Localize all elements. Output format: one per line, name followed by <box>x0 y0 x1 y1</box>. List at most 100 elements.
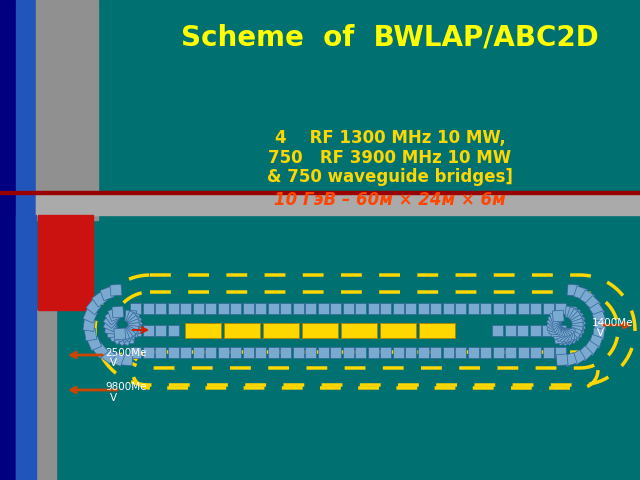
Bar <box>530 347 541 358</box>
Bar <box>16 215 36 480</box>
Bar <box>592 311 606 325</box>
Bar <box>103 317 118 332</box>
Bar <box>180 302 191 313</box>
Bar <box>143 347 154 358</box>
Bar <box>115 328 129 342</box>
Bar <box>105 310 120 325</box>
Bar <box>105 322 117 335</box>
Text: 750   RF 3900 MHz 10 MW: 750 RF 3900 MHz 10 MW <box>268 149 511 167</box>
Bar <box>517 324 528 336</box>
Bar <box>565 306 577 318</box>
Bar <box>83 309 97 323</box>
Bar <box>330 347 341 358</box>
Bar <box>36 193 640 215</box>
Bar <box>143 324 154 336</box>
Bar <box>585 296 600 311</box>
Bar <box>224 323 260 337</box>
Bar <box>305 347 316 358</box>
Bar <box>547 317 561 332</box>
Bar <box>110 352 125 366</box>
Bar <box>155 347 166 358</box>
Bar <box>562 330 577 346</box>
Bar <box>130 302 141 313</box>
Bar <box>317 347 328 358</box>
Text: 10 ГэВ – 60м × 24м × 6м: 10 ГэВ – 60м × 24м × 6м <box>274 191 506 209</box>
Bar <box>128 323 140 335</box>
Bar <box>280 302 291 313</box>
Bar <box>419 323 455 337</box>
Bar <box>112 306 124 318</box>
Bar <box>302 323 338 337</box>
Bar <box>504 324 515 336</box>
Bar <box>0 0 16 480</box>
Bar <box>570 350 586 365</box>
Bar <box>589 302 605 318</box>
Bar <box>342 347 353 358</box>
Bar <box>36 0 98 220</box>
Bar <box>493 347 504 358</box>
Bar <box>417 347 429 358</box>
Bar <box>268 302 278 313</box>
Bar <box>392 347 403 358</box>
Bar <box>292 302 303 313</box>
Bar <box>480 347 491 358</box>
Bar <box>560 328 574 342</box>
Bar <box>114 331 129 346</box>
Bar <box>168 302 179 313</box>
Bar <box>571 325 583 337</box>
Bar <box>125 310 137 322</box>
Bar <box>355 347 366 358</box>
Bar <box>555 347 566 358</box>
Bar <box>86 299 102 315</box>
Bar <box>518 302 529 313</box>
Bar <box>127 313 142 328</box>
Bar <box>193 302 204 313</box>
Bar <box>255 302 266 313</box>
Bar <box>121 354 133 366</box>
Bar <box>556 354 568 366</box>
Bar <box>342 302 353 313</box>
Bar <box>547 320 561 334</box>
Text: V: V <box>110 393 117 403</box>
Bar <box>16 0 36 480</box>
Bar <box>84 328 97 341</box>
Bar <box>110 329 125 345</box>
Bar <box>552 326 568 342</box>
Bar <box>108 327 122 342</box>
Bar <box>268 347 278 358</box>
Bar <box>572 323 584 335</box>
Bar <box>549 323 561 335</box>
Bar <box>405 347 416 358</box>
Bar <box>543 302 554 313</box>
Bar <box>100 287 114 300</box>
Bar <box>341 323 377 337</box>
Bar <box>505 302 516 313</box>
Bar <box>442 347 454 358</box>
Bar <box>108 307 122 321</box>
Bar <box>103 313 118 328</box>
Bar <box>230 347 241 358</box>
Bar <box>550 325 563 337</box>
Bar <box>120 327 136 342</box>
Bar <box>124 326 138 340</box>
Bar <box>193 347 204 358</box>
Bar <box>305 302 316 313</box>
Bar <box>123 332 135 344</box>
Bar <box>530 302 541 313</box>
Text: 2500Me: 2500Me <box>105 348 147 358</box>
Text: V: V <box>110 358 117 368</box>
Bar <box>570 311 586 327</box>
Bar <box>552 310 564 322</box>
Bar <box>367 302 378 313</box>
Bar <box>36 310 56 480</box>
Bar <box>114 328 126 340</box>
Bar <box>455 347 466 358</box>
Bar <box>110 284 122 296</box>
Bar <box>571 314 586 330</box>
Bar <box>518 347 529 358</box>
Bar <box>505 347 516 358</box>
Bar <box>551 325 565 340</box>
Bar <box>130 347 141 358</box>
Bar <box>563 352 577 366</box>
Bar <box>547 314 562 330</box>
